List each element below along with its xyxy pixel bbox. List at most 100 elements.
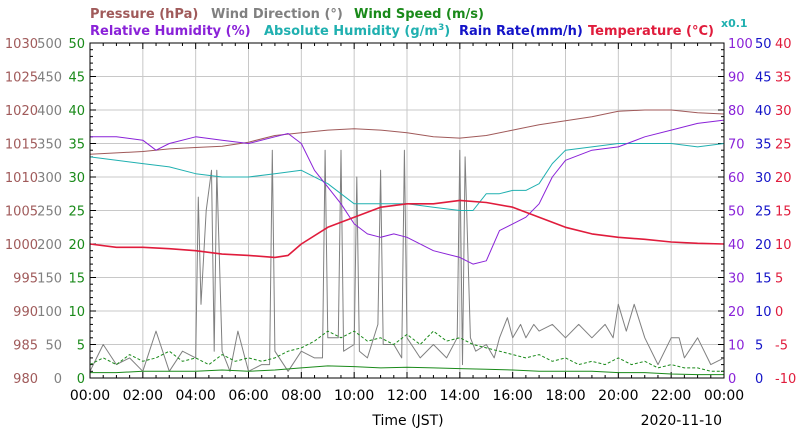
y-tick-label-pressure: 985 bbox=[13, 339, 38, 354]
y-tick-label-wind-direction: 0 bbox=[54, 372, 62, 387]
y-tick-label-humidity: 0 bbox=[728, 372, 736, 387]
y-tick-label-wind-speed: 25 bbox=[68, 205, 85, 220]
series-temperature-c bbox=[89, 199, 725, 259]
x-axis-title: Time (JST) bbox=[371, 413, 443, 429]
y-tick-label-wind-direction: 400 bbox=[37, 104, 62, 119]
y-tick-label-temperature: 40 bbox=[775, 37, 792, 52]
series-wind-speed-m-s bbox=[90, 365, 724, 376]
y-tick-label-humidity: 60 bbox=[728, 171, 745, 186]
y-tick-label-rain: 10 bbox=[755, 305, 772, 320]
y-tick-label-wind-speed: 50 bbox=[68, 37, 85, 52]
y-tick-label-rain: 5 bbox=[755, 339, 763, 354]
y-tick-label-temperature: -10 bbox=[775, 372, 796, 387]
x-axis-labels: 00:00 02:00 04:00 06:00 08:00 10:00 12:00 14:00… bbox=[70, 388, 744, 404]
y-tick-label-pressure: 1000 bbox=[5, 238, 38, 253]
y-tick-label-rain: 50 bbox=[755, 37, 772, 52]
y-tick-label-wind-speed: 10 bbox=[68, 305, 85, 320]
y-tick-label-rain: 20 bbox=[755, 238, 772, 253]
y-tick-label-wind-direction: 100 bbox=[37, 305, 62, 320]
y-tick-label-wind-direction: 250 bbox=[37, 205, 62, 220]
x-tick-label: 22:00 bbox=[651, 388, 691, 404]
absolute-humidity-scale-note: x0.1 bbox=[721, 17, 748, 30]
legend-absolute-humidity: Absolute Humidity (g/m3) bbox=[264, 23, 450, 39]
y-tick-label-temperature: 0 bbox=[775, 305, 783, 320]
y-tick-label-humidity: 10 bbox=[728, 339, 745, 354]
x-tick-label: 02:00 bbox=[123, 388, 163, 404]
y-tick-label-humidity: 50 bbox=[728, 205, 745, 220]
y-tick-label-rain: 45 bbox=[755, 71, 772, 86]
series-wind-speed-gust-m-s bbox=[89, 330, 724, 372]
y-tick-label-rain: 30 bbox=[755, 171, 772, 186]
x-tick-label: 04:00 bbox=[175, 388, 215, 404]
plot-frame bbox=[89, 42, 725, 379]
y-tick-label-temperature: 15 bbox=[775, 205, 792, 220]
legend-wind-direction: Wind Direction (°) bbox=[211, 7, 343, 22]
y-tick-label-temperature: 25 bbox=[775, 138, 792, 153]
y-tick-label-rain: 40 bbox=[755, 104, 772, 119]
y-tick-label-wind-direction: 350 bbox=[37, 138, 62, 153]
y-tick-label-wind-direction: 500 bbox=[37, 37, 62, 52]
series-wind-direction bbox=[89, 149, 725, 372]
x-tick-label: 12:00 bbox=[387, 388, 427, 404]
y-tick-label-wind-speed: 45 bbox=[68, 71, 85, 86]
y-tick-label-rain: 25 bbox=[755, 205, 772, 220]
y-tick-label-wind-speed: 5 bbox=[77, 339, 85, 354]
series-pressure-hpa bbox=[89, 109, 725, 155]
x-tick-label: 08:00 bbox=[281, 388, 321, 404]
series-absolute-humidity-g-m3-x0-1 bbox=[89, 143, 725, 211]
y-tick-label-humidity: 30 bbox=[728, 272, 745, 287]
y-tick-label-wind-speed: 15 bbox=[68, 272, 85, 287]
legend-wind-speed: Wind Speed (m/s) bbox=[354, 7, 484, 22]
y-tick-label-humidity: 100 bbox=[728, 37, 753, 52]
y-tick-label-temperature: 35 bbox=[775, 71, 792, 86]
y-tick-label-wind-speed: 40 bbox=[68, 104, 85, 119]
x-tick-label: 14:00 bbox=[440, 388, 480, 404]
y-tick-label-temperature: 5 bbox=[775, 272, 783, 287]
legend-temperature: Temperature (°C) bbox=[588, 24, 714, 39]
y-tick-label-pressure: 1025 bbox=[5, 71, 38, 86]
y-tick-label-temperature: 30 bbox=[775, 104, 792, 119]
y-tick-label-pressure: 995 bbox=[13, 272, 38, 287]
y-tick-label-wind-direction: 50 bbox=[45, 339, 62, 354]
y-tick-label-temperature: -5 bbox=[775, 339, 788, 354]
y-tick-label-wind-speed: 20 bbox=[68, 238, 85, 253]
y-tick-label-temperature: 10 bbox=[775, 238, 792, 253]
y-tick-label-humidity: 90 bbox=[728, 71, 745, 86]
legend-relative-humidity: Relative Humidity (%) bbox=[90, 24, 251, 39]
y-tick-label-humidity: 70 bbox=[728, 138, 745, 153]
y-tick-label-wind-direction: 200 bbox=[37, 238, 62, 253]
date-label: 2020-11-10 bbox=[641, 413, 722, 429]
series-relative-humidity bbox=[90, 119, 725, 265]
x-tick-label: 06:00 bbox=[228, 388, 268, 404]
legend-pressure: Pressure (hPa) bbox=[90, 7, 198, 22]
x-tick-label: 16:00 bbox=[492, 388, 532, 404]
x-tick-label: 00:00 bbox=[70, 388, 110, 404]
y-tick-label-rain: 35 bbox=[755, 138, 772, 153]
y-tick-label-pressure: 1030 bbox=[5, 37, 38, 52]
x-tick-label: 00:00 bbox=[704, 388, 744, 404]
legend-rain-rate: Rain Rate(mm/h) bbox=[459, 24, 583, 39]
y-tick-label-wind-direction: 150 bbox=[37, 272, 62, 287]
y-tick-label-rain: 0 bbox=[755, 372, 763, 387]
x-tick-label: 18:00 bbox=[545, 388, 585, 404]
y-tick-label-pressure: 1010 bbox=[5, 171, 38, 186]
y-tick-label-pressure: 1015 bbox=[5, 138, 38, 153]
y-tick-label-rain: 15 bbox=[755, 272, 772, 287]
x-tick-label: 10:00 bbox=[334, 388, 374, 404]
y-tick-label-wind-direction: 300 bbox=[37, 171, 62, 186]
y-tick-label-humidity: 20 bbox=[728, 305, 745, 320]
y-tick-label-temperature: 20 bbox=[775, 171, 792, 186]
y-tick-label-humidity: 80 bbox=[728, 104, 745, 119]
y-tick-label-pressure: 980 bbox=[13, 372, 38, 387]
y-tick-label-wind-speed: 35 bbox=[68, 138, 85, 153]
y-tick-label-pressure: 990 bbox=[13, 305, 38, 320]
x-tick-label: 20:00 bbox=[598, 388, 638, 404]
y-tick-label-pressure: 1005 bbox=[5, 205, 38, 220]
y-tick-label-wind-speed: 0 bbox=[77, 372, 85, 387]
y-tick-label-wind-speed: 30 bbox=[68, 171, 85, 186]
y-tick-label-humidity: 40 bbox=[728, 238, 745, 253]
y-tick-label-pressure: 1020 bbox=[5, 104, 38, 119]
y-axis-labels: 9809859909951000100510101015102010251030… bbox=[5, 37, 796, 387]
y-tick-label-wind-direction: 450 bbox=[37, 71, 62, 86]
